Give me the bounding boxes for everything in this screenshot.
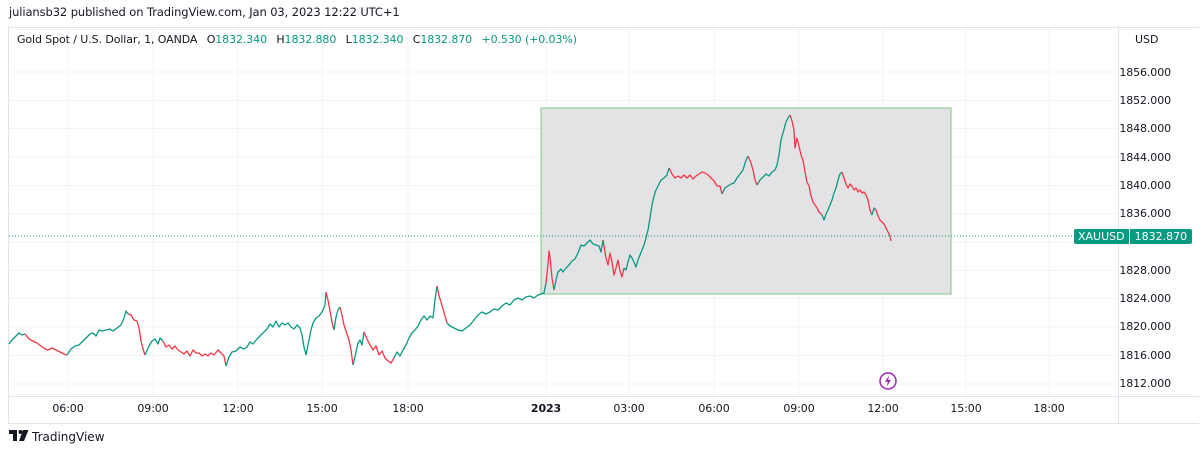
brand-name[interactable]: TradingView [32,430,105,444]
publisher-line: juliansb32 published on TradingView.com,… [9,5,400,19]
price-tick: 1840.000 [1119,179,1171,192]
price-tick: 1828.000 [1119,264,1171,277]
last-price-symbol: XAUUSD [1074,229,1129,244]
time-tick: 06:00 [52,402,84,415]
lightning-bolt-icon[interactable] [879,372,897,390]
time-tick: 03:00 [613,402,645,415]
tradingview-logo-icon[interactable] [9,430,29,444]
low-value: 1832.340 [351,33,404,46]
time-tick: 09:00 [783,402,815,415]
chart-frame [8,27,1199,424]
open-value: 1832.340 [215,33,267,46]
price-tick: 1844.000 [1119,151,1171,164]
time-tick: 18:00 [392,402,424,415]
time-tick: 12:00 [222,402,254,415]
time-tick: 09:00 [137,402,169,415]
change-value: +0.530 (+0.03%) [481,33,577,46]
time-tick-year: 2023 [530,402,562,415]
price-tick: 1820.000 [1119,320,1171,333]
symbol-description[interactable]: Gold Spot / U.S. Dollar, 1, OANDA [17,33,198,46]
currency-label[interactable]: USD [1135,33,1159,46]
price-tick: 1824.000 [1119,292,1171,305]
low-label: L [345,33,352,46]
price-tick: 1848.000 [1119,122,1171,135]
price-tick: 1816.000 [1119,349,1171,362]
price-series [8,114,892,367]
time-tick: 15:00 [306,402,338,415]
price-tick: 1852.000 [1119,94,1171,107]
time-tick: 15:00 [950,402,982,415]
footer: TradingView [9,430,105,444]
time-tick: 06:00 [698,402,730,415]
last-price-value: 1832.870 [1129,229,1193,244]
rectangle-drawing[interactable] [540,107,952,295]
price-tick: 1856.000 [1119,66,1171,79]
symbol-legend: Gold Spot / U.S. Dollar, 1, OANDA O1832.… [17,33,577,46]
last-price-tag: XAUUSD 1832.870 [1074,229,1193,244]
open-label: O [206,33,216,46]
time-tick: 12:00 [867,402,899,415]
close-value: 1832.870 [420,33,473,46]
close-label: C [412,33,421,46]
price-tick: 1836.000 [1119,207,1171,220]
high-label: H [276,33,285,46]
high-value: 1832.880 [284,33,337,46]
time-tick: 18:00 [1033,402,1065,415]
price-tick: 1812.000 [1119,377,1171,390]
